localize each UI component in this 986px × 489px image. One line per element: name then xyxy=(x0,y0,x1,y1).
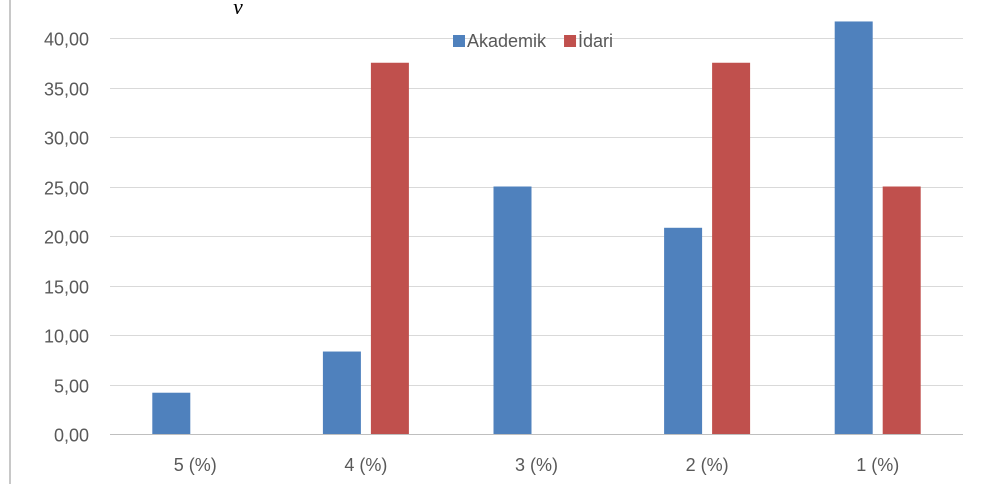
x-tick-label: 2 (%) xyxy=(686,455,729,475)
bar-akademik xyxy=(494,187,532,435)
bar-idari xyxy=(712,63,750,434)
y-axis-ticks: 0,00 5,00 10,00 15,00 20,00 25,00 30,00 35,00 40… xyxy=(44,30,89,446)
y-tick-label: 10,00 xyxy=(44,327,89,347)
y-tick-label: 40,00 xyxy=(44,30,89,50)
y-tick-label: 35,00 xyxy=(44,80,89,100)
x-tick-label: 3 (%) xyxy=(515,455,558,475)
y-tick-label: 20,00 xyxy=(44,228,89,248)
bar-akademik xyxy=(835,21,873,434)
y-tick-label: 25,00 xyxy=(44,179,89,199)
bar-akademik xyxy=(152,393,190,434)
legend-label: İdari xyxy=(578,31,613,51)
y-tick-label: 5,00 xyxy=(54,377,89,397)
bar-akademik xyxy=(323,352,361,434)
x-tick-label: 1 (%) xyxy=(856,455,899,475)
legend-swatch xyxy=(453,35,465,47)
legend: Akademik İdari xyxy=(453,31,613,51)
left-border xyxy=(9,0,11,484)
bars xyxy=(152,21,920,434)
x-tick-label: 5 (%) xyxy=(174,455,217,475)
bar-idari xyxy=(883,187,921,435)
x-tick-label: 4 (%) xyxy=(344,455,387,475)
bar-idari xyxy=(371,63,409,434)
legend-swatch xyxy=(564,35,576,47)
y-tick-label: 0,00 xyxy=(54,426,89,446)
y-tick-label: 15,00 xyxy=(44,278,89,298)
y-tick-label: 30,00 xyxy=(44,129,89,149)
legend-label: Akademik xyxy=(467,31,547,51)
x-axis-ticks: 5 (%) 4 (%) 3 (%) 2 (%) 1 (%) xyxy=(174,455,899,475)
bar-akademik xyxy=(664,228,702,434)
cropped-caption-fragment: y xyxy=(233,0,243,14)
